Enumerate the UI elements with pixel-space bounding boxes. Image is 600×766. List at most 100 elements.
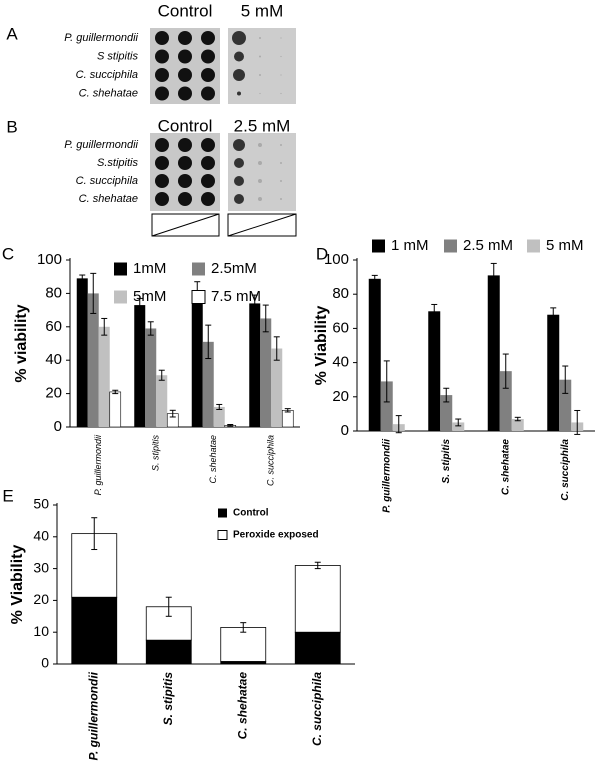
spot: [233, 139, 245, 151]
error-bar: [455, 418, 462, 427]
bar: [213, 406, 225, 427]
panel-label: E: [2, 486, 13, 505]
error-bar: [169, 409, 176, 418]
spot: [234, 158, 244, 168]
bar: [271, 348, 283, 427]
bar: [76, 278, 88, 427]
error-bar: [165, 596, 172, 617]
error-bar: [514, 416, 521, 422]
y-axis-label: % Viability: [9, 545, 26, 625]
y-tick-label: 30: [33, 559, 49, 575]
spot: [280, 180, 282, 182]
spot: [155, 31, 169, 45]
bar: [440, 395, 453, 431]
x-tick-label: P. guillermondii: [86, 671, 100, 760]
spot: [233, 69, 245, 81]
y-tick-label: 60: [45, 318, 62, 335]
spot: [178, 192, 192, 206]
bar: [145, 328, 157, 427]
legend-swatch: [218, 508, 227, 518]
legend-swatch: [444, 239, 457, 253]
strain-label: C. succiphila: [76, 175, 138, 187]
y-axis-label: % Viability: [313, 306, 330, 386]
spot: [155, 49, 169, 64]
spot: [259, 37, 261, 39]
error-bar: [205, 324, 212, 360]
legend-swatch: [217, 530, 228, 540]
bar: [380, 381, 393, 431]
column-header: 2.5 mM: [234, 116, 291, 135]
triangle-box: [151, 213, 220, 237]
y-tick-label: 0: [41, 655, 49, 671]
legend-swatch: [527, 239, 540, 253]
x-tick-label: C. succiphila: [310, 672, 324, 746]
spot: [234, 176, 244, 186]
spot: [178, 86, 192, 101]
error-bar: [490, 262, 497, 288]
bar-segment: [220, 627, 267, 662]
legend-label: 5mM: [133, 288, 166, 305]
bar: [559, 379, 572, 431]
spot: [201, 31, 215, 45]
panel-label: C: [2, 244, 14, 263]
bar-segment: [71, 596, 118, 665]
bar: [487, 275, 500, 431]
spot: [155, 86, 169, 101]
triangle-edge: [227, 213, 297, 237]
bar-segment: [294, 631, 341, 665]
error-bar: [136, 297, 143, 313]
error-bar: [90, 272, 97, 314]
error-bar: [147, 321, 154, 336]
error-bar: [443, 387, 450, 403]
panel-label: D: [316, 244, 328, 263]
bar: [109, 391, 122, 428]
triangle-box: [227, 213, 297, 237]
legend-swatch: [114, 262, 127, 276]
spot: [201, 156, 215, 170]
x-tick-label: C. shehatae: [208, 435, 218, 484]
legend-label: 2.5mM: [211, 260, 257, 277]
panel-label: A: [6, 24, 18, 43]
legend-label: 1mM: [133, 260, 166, 277]
bar-segment: [294, 565, 341, 633]
bar: [281, 409, 294, 428]
spot: [232, 31, 246, 45]
spot: [201, 192, 215, 206]
error-bar: [550, 307, 557, 323]
spot: [280, 92, 282, 95]
spot: [201, 138, 215, 152]
y-tick-label: 100: [324, 251, 349, 268]
legend-label: 1 mM: [391, 237, 429, 254]
spot: [155, 192, 169, 206]
legend-label: Peroxide exposed: [233, 530, 319, 541]
spot: [201, 68, 215, 82]
spot: [178, 138, 192, 152]
spot: [258, 143, 262, 147]
y-tick-label: 60: [332, 319, 349, 336]
bar: [87, 293, 99, 427]
error-bar: [314, 561, 321, 570]
x-tick-label: S. stipitis: [441, 439, 452, 484]
error-bar: [216, 403, 223, 410]
spot: [155, 138, 169, 152]
spot: [237, 91, 241, 96]
error-bar: [240, 622, 247, 633]
bar: [452, 422, 465, 431]
error-bar: [574, 409, 581, 435]
error-bar: [284, 408, 291, 413]
x-tick-label: C. succiphila: [266, 435, 276, 486]
bar: [428, 311, 441, 431]
error-bar: [91, 517, 98, 551]
bar: [134, 305, 146, 427]
bar: [368, 278, 381, 431]
dilution-triangles: [151, 213, 297, 237]
spot: [155, 174, 169, 188]
strain-label: C. shehatae: [79, 193, 138, 205]
error-bar: [371, 274, 378, 283]
strain-label: S stipitis: [97, 50, 138, 62]
strain-label: C. shehatae: [79, 87, 138, 99]
spot: [178, 156, 192, 170]
error-bar: [395, 415, 402, 434]
y-tick-label: 80: [45, 284, 62, 301]
